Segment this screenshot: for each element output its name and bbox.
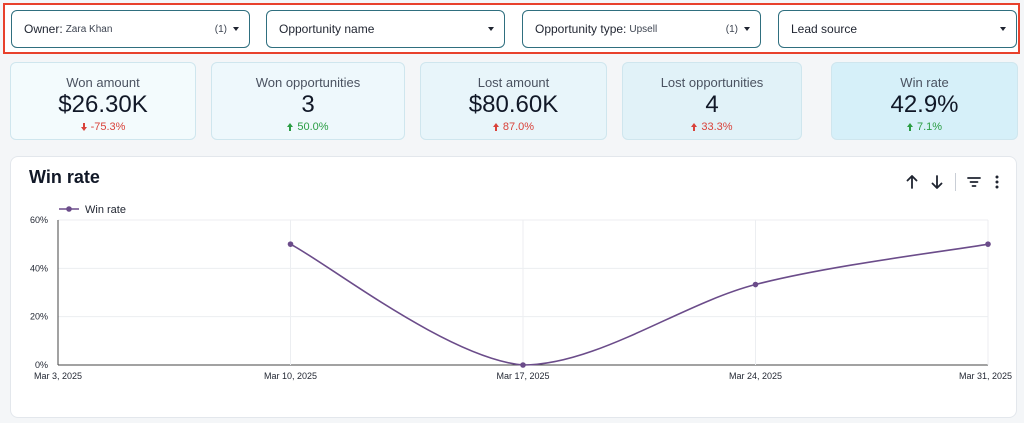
- sort-descending-icon[interactable]: [929, 174, 945, 190]
- trend-arrow-icon: [287, 123, 294, 131]
- more-vert-icon[interactable]: [992, 174, 1002, 190]
- opportunity-type-filter-value: Upsell: [629, 23, 658, 35]
- kpi-value: $80.60K: [468, 91, 559, 118]
- kpi-delta: 87.0%: [421, 121, 606, 133]
- trend-arrow-icon: [906, 123, 913, 131]
- x-tick-label: Mar 3, 2025: [34, 371, 82, 381]
- win-rate-chart-card: Win rate 0% 20% 40% 60% Mar 3, 2025 Mar 10, 2…: [10, 156, 1017, 418]
- opportunity-type-filter-count: (1): [725, 23, 738, 35]
- kpi-value: 4: [705, 91, 719, 118]
- kpi-delta-value: 33.3%: [701, 121, 733, 133]
- kpi-label: Won amount: [66, 75, 140, 90]
- chevron-down-icon: [488, 27, 494, 31]
- opportunity-name-filter[interactable]: Opportunity name: [266, 10, 505, 48]
- kpi-won-opportunities: Won opportunities 3 50.0%: [211, 62, 405, 140]
- kpi-label: Lost opportunities: [660, 75, 764, 90]
- kpi-delta-value: 7.1%: [916, 121, 943, 133]
- kpi-label: Won opportunities: [255, 75, 361, 90]
- kpi-lost-opportunities: Lost opportunities 4 33.3%: [622, 62, 802, 140]
- trend-arrow-icon: [691, 123, 698, 131]
- kpi-delta: 33.3%: [623, 121, 801, 133]
- opportunity-name-filter-label: Opportunity name: [279, 22, 375, 36]
- owner-filter-value: Zara Khan: [65, 23, 113, 35]
- filter-icon[interactable]: [966, 174, 982, 190]
- x-tick-label: Mar 24, 2025: [729, 371, 782, 381]
- kpi-value: $26.30K: [58, 91, 148, 118]
- win-rate-line-chart: 0% 20% 40% 60% Mar 3, 2025 Mar 10, 2025 Mar 17…: [30, 204, 1012, 381]
- y-tick-label: 40%: [30, 263, 48, 273]
- data-point: [287, 241, 294, 247]
- chevron-down-icon: [233, 27, 239, 31]
- kpi-delta-value: -75.3%: [90, 121, 126, 133]
- data-point: [752, 281, 759, 288]
- owner-filter[interactable]: Owner: Zara Khan (1): [11, 10, 250, 48]
- trend-arrow-icon: [492, 123, 499, 131]
- y-tick-label: 0%: [35, 360, 48, 370]
- x-tick-label: Mar 31, 2025: [959, 371, 1012, 381]
- owner-filter-label: Owner:: [24, 22, 63, 36]
- kpi-win-rate: Win rate 42.9% 7.1%: [831, 62, 1018, 140]
- opportunity-type-filter[interactable]: Opportunity type: Upsell (1): [522, 10, 761, 48]
- chevron-down-icon: [744, 27, 750, 31]
- kpi-lost-amount: Lost amount $80.60K 87.0%: [420, 62, 607, 140]
- lead-source-filter[interactable]: Lead source: [778, 10, 1017, 48]
- sort-ascending-icon[interactable]: [904, 174, 920, 190]
- kpi-delta: 50.0%: [212, 121, 404, 133]
- kpi-value: 42.9%: [890, 91, 959, 118]
- data-point: [985, 241, 991, 247]
- data-point: [520, 362, 526, 368]
- kpi-value: 3: [301, 91, 315, 118]
- kpi-delta-value: 50.0%: [297, 121, 329, 133]
- lead-source-filter-label: Lead source: [791, 22, 858, 36]
- filter-bar: Owner: Zara Khan (1) Opportunity name Op…: [3, 3, 1020, 54]
- win-rate-series-line: [290, 243, 989, 366]
- y-tick-label: 60%: [30, 215, 48, 225]
- legend-label: Win rate: [85, 204, 126, 216]
- kpi-delta: 7.1%: [832, 121, 1017, 133]
- owner-filter-count: (1): [214, 23, 227, 35]
- kpi-label: Lost amount: [477, 75, 550, 90]
- trend-arrow-icon: [80, 123, 87, 131]
- opportunity-type-filter-label: Opportunity type:: [535, 22, 627, 36]
- chevron-down-icon: [1000, 27, 1006, 31]
- x-tick-label: Mar 10, 2025: [264, 371, 317, 381]
- kpi-won-amount: Won amount $26.30K -75.3%: [10, 62, 196, 140]
- chart-title: Win rate: [29, 167, 100, 187]
- kpi-label: Win rate: [900, 75, 949, 90]
- kpi-delta: -75.3%: [11, 121, 195, 133]
- legend-marker: [66, 206, 72, 212]
- toolbar-divider: [955, 173, 956, 191]
- y-tick-label: 20%: [30, 312, 48, 322]
- x-tick-label: Mar 17, 2025: [496, 371, 549, 381]
- kpi-delta-value: 87.0%: [502, 121, 535, 133]
